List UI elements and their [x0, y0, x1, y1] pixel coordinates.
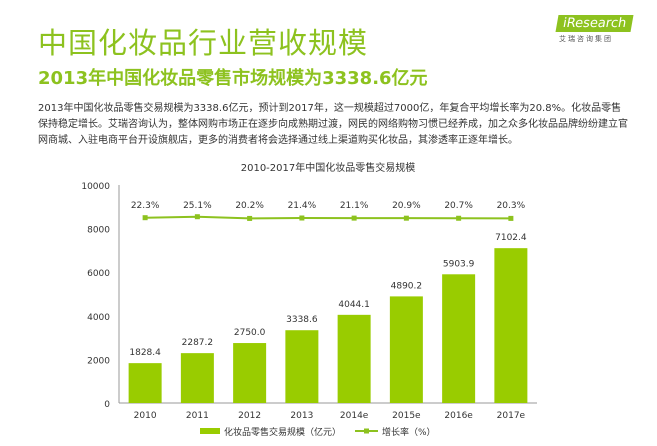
body-paragraph: 2013年中国化妆品零售交易规模为3338.6亿元，预计到2017年，这一规模超…	[38, 103, 628, 146]
x-tick-label: 2014e	[340, 411, 369, 421]
growth-point	[456, 215, 462, 221]
x-tick-label: 2011	[186, 411, 209, 421]
growth-line	[145, 215, 511, 220]
y-tick-label: 6000	[87, 269, 110, 279]
x-tick-label: 2015e	[392, 411, 421, 421]
page-title: 中国化妆品行业营收规模	[38, 26, 369, 60]
x-tick-label: 2013	[290, 411, 313, 421]
y-tick-label: 10000	[81, 182, 110, 192]
page-subtitle: 2013年中国化妆品零售市场规模为3338.6亿元	[38, 68, 428, 89]
bar-value-label: 2750.0	[234, 328, 266, 338]
growth-point	[403, 215, 409, 221]
x-tick-label: 2016e	[444, 411, 473, 421]
bar-value-label: 7102.4	[495, 233, 527, 243]
bar-value-label: 3338.6	[286, 315, 318, 325]
bar-value-label: 1828.4	[129, 348, 161, 358]
y-tick-label: 0	[104, 400, 110, 410]
growth-point	[508, 215, 514, 221]
x-tick-label: 2012	[238, 411, 261, 421]
bar	[285, 330, 319, 403]
growth-label: 21.1%	[340, 201, 369, 211]
x-tick-label: 2010	[134, 411, 157, 421]
growth-label: 20.7%	[444, 201, 473, 211]
logo-cn: 艾瑞咨询集团	[559, 35, 613, 43]
growth-label: 20.2%	[235, 201, 264, 211]
legend-bar-label: 化妆品零售交易规模（亿元）	[224, 426, 341, 438]
growth-point	[351, 215, 357, 221]
growth-point	[247, 215, 253, 221]
bar-value-label: 4044.1	[338, 300, 370, 310]
growth-label: 21.4%	[288, 201, 317, 211]
iresearch-logo: iResearch 艾瑞咨询集团	[555, 12, 634, 44]
growth-label: 20.3%	[497, 201, 526, 211]
bar-value-label: 4890.2	[391, 281, 423, 291]
bar	[337, 314, 371, 403]
growth-label: 22.3%	[131, 201, 160, 211]
y-tick-label: 2000	[87, 356, 110, 366]
legend-bar-swatch	[200, 428, 220, 434]
y-tick-label: 8000	[87, 226, 110, 236]
x-tick-label: 2017e	[497, 411, 526, 421]
bar	[180, 353, 214, 403]
growth-label: 25.1%	[183, 201, 212, 211]
legend-line-label: 增长率（%）	[382, 426, 436, 438]
y-tick-label: 4000	[87, 313, 110, 323]
legend-line-marker	[364, 428, 369, 434]
growth-point	[194, 214, 200, 220]
growth-label: 20.9%	[392, 201, 421, 211]
bar	[233, 343, 267, 403]
bar	[128, 363, 162, 403]
bar	[442, 274, 476, 403]
growth-point	[299, 215, 305, 221]
bar-value-label: 2287.2	[182, 338, 214, 348]
bar-value-label: 5903.9	[443, 259, 475, 269]
bar	[494, 248, 528, 403]
growth-point	[142, 215, 148, 221]
bar	[389, 296, 423, 403]
chart-title: 2010-2017年中国化妆品零售交易规模	[241, 161, 416, 174]
